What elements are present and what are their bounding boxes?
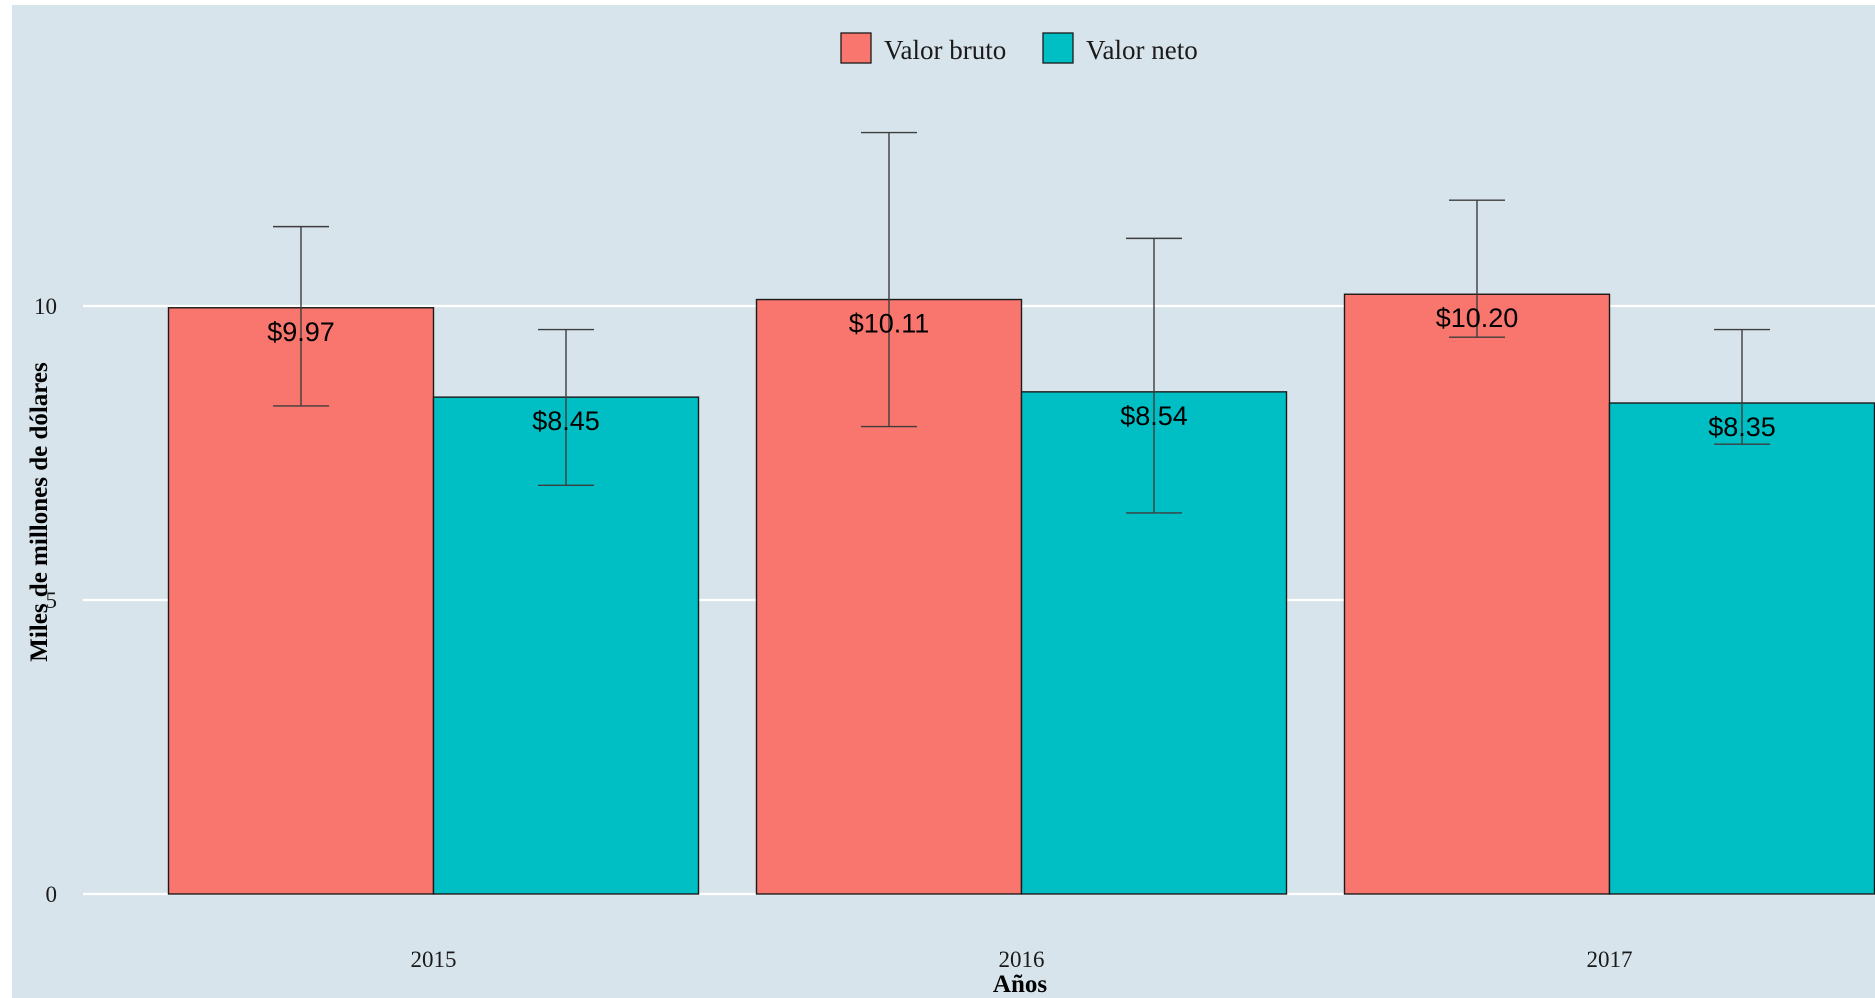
bar-valor-neto-2017 <box>1608 402 1875 895</box>
error-bar-valor-neto-2017 <box>1714 328 1770 445</box>
error-bars <box>273 131 1770 514</box>
error-bar-valor-bruto-2017 <box>1449 199 1505 338</box>
error-bar-valor-neto-2016 <box>1126 237 1182 514</box>
y-tick-label-10: 10 <box>34 294 57 319</box>
error-bar-valor-neto-2015 <box>538 328 594 487</box>
x-axis-ticks: 2015 2016 2017 <box>411 947 1633 972</box>
x-tick-label-2016: 2016 <box>999 947 1045 972</box>
bar-valor-bruto-2017 <box>1343 293 1611 895</box>
legend-key-valor-neto <box>1042 32 1074 64</box>
legend-label-valor-bruto: Valor bruto <box>884 35 1006 65</box>
data-label-valor-bruto-2015: $9.97 <box>267 317 335 347</box>
error-bar-valor-bruto-2015 <box>273 225 329 407</box>
y-tick-label-0: 0 <box>46 882 58 907</box>
x-tick-label-2015: 2015 <box>411 947 457 972</box>
data-label-valor-neto-2016: $8.54 <box>1120 401 1188 431</box>
data-label-valor-neto-2017: $8.35 <box>1708 412 1776 442</box>
y-tick-label-5: 5 <box>46 588 58 613</box>
error-bar-valor-bruto-2016 <box>861 131 917 428</box>
y-axis-title: Miles de millones de dólares <box>26 362 53 662</box>
data-label-valor-bruto-2016: $10.11 <box>849 309 930 339</box>
legend-key-valor-bruto <box>840 32 872 64</box>
y-axis-ticks: 0 5 10 <box>34 294 57 907</box>
x-axis-title: Años <box>993 971 1047 998</box>
data-labels: $9.97 $8.45 $10.11 $8.54 $10.20 $8.35 <box>267 303 1776 442</box>
data-label-valor-bruto-2017: $10.20 <box>1436 303 1519 333</box>
x-tick-label-2017: 2017 <box>1587 947 1633 972</box>
legend: Valor bruto Valor neto <box>840 32 1198 65</box>
legend-label-valor-neto: Valor neto <box>1086 35 1198 65</box>
data-label-valor-neto-2015: $8.45 <box>532 406 600 436</box>
